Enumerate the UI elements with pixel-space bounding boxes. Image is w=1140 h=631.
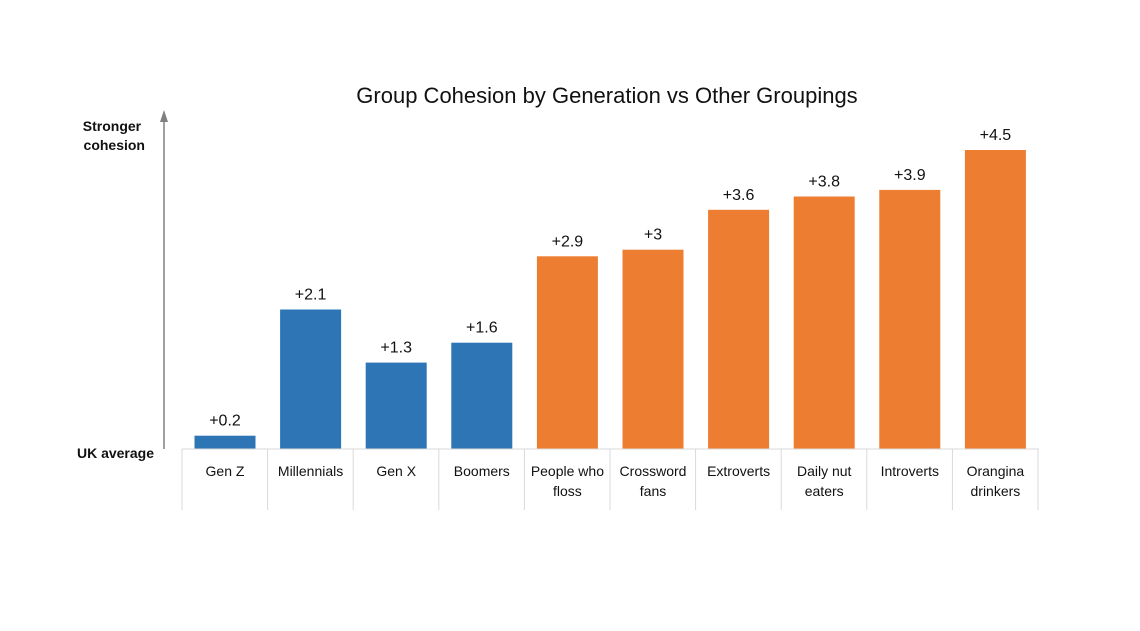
- bar: [365, 362, 427, 449]
- x-tick-label: Orangina drinkers: [967, 463, 1025, 499]
- x-tick-label: Introverts: [881, 463, 939, 479]
- bar-value-label: +1.6: [466, 320, 498, 337]
- x-tick-label: Extroverts: [707, 463, 770, 479]
- y-axis-top-label: Stronger cohesion: [83, 118, 145, 153]
- bar: [280, 309, 342, 449]
- bar: [622, 249, 684, 449]
- bar-value-label: +2.9: [552, 233, 584, 250]
- bar: [793, 196, 855, 449]
- bar-value-label: +3.6: [723, 187, 755, 204]
- bar: [536, 256, 598, 449]
- bar: [194, 435, 256, 449]
- x-tick-label: Daily nut eaters: [797, 463, 852, 499]
- chart-title: Group Cohesion by Generation vs Other Gr…: [356, 83, 857, 108]
- bar: [708, 209, 770, 449]
- x-tick-label: Millennials: [278, 463, 343, 479]
- category-axis: Gen Z Millennials Gen X Boomers People who fl…: [181, 448, 1039, 510]
- bar: [879, 189, 941, 449]
- x-tick-label: Boomers: [454, 463, 510, 479]
- bar-value-label: +0.2: [209, 413, 241, 430]
- bar-value-label: +2.1: [295, 287, 327, 304]
- bar-value-label: +3: [644, 227, 662, 244]
- x-tick-label: Gen Z: [206, 463, 245, 479]
- x-tick-label: People who floss: [531, 463, 604, 499]
- bars-group: [194, 150, 1026, 449]
- bar: [964, 150, 1026, 449]
- bar-value-label: +1.3: [380, 340, 412, 357]
- bar-value-label: +4.5: [980, 127, 1012, 144]
- y-axis-arrow: [160, 110, 168, 449]
- bar-value-label: +3.9: [894, 167, 926, 184]
- bar-value-label: +3.8: [808, 174, 840, 191]
- x-tick-label: Crossword fans: [620, 463, 687, 499]
- x-tick-label: Gen X: [376, 463, 416, 479]
- value-labels-group: +0.2 +2.1 +1.3 +1.6 +2.9 +3 +3.6 +3.8 +3.9 +4.5: [209, 127, 1011, 430]
- y-axis-top-label-line-1: Stronger: [83, 118, 142, 134]
- y-axis-top-label-line-2: cohesion: [84, 137, 145, 153]
- bar: [451, 342, 513, 449]
- y-axis-baseline-label: UK average: [77, 445, 154, 461]
